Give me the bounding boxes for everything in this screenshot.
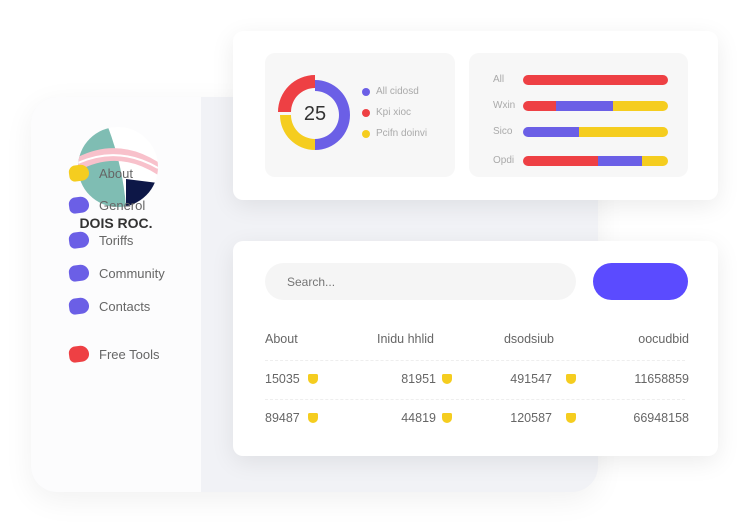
column-header[interactable]: About — [265, 332, 298, 346]
search-input[interactable] — [265, 263, 576, 300]
nav-blob-icon — [67, 263, 91, 283]
shield-icon — [566, 374, 576, 384]
brand-logo — [78, 127, 158, 207]
stacked-bar — [523, 75, 668, 85]
table-cell: 491547 — [510, 372, 552, 386]
table-cell: 15035 — [265, 372, 300, 386]
shield-icon — [442, 374, 452, 384]
table-cell: 81951 — [401, 372, 436, 386]
bar-segment — [523, 101, 557, 111]
donut-segment-red — [278, 75, 315, 112]
nav-blob-icon — [67, 344, 91, 364]
donut-segment-purple — [315, 80, 350, 150]
stacked-bar — [523, 127, 668, 137]
table-card: About Inidu hhlid dsodsiub oocudbid 15035 819… — [233, 241, 718, 456]
stats-card: 25 All cidosd Kpi xioc Pcifn doinvi All Wxi… — [233, 31, 718, 200]
sidebar-item-generol[interactable]: Generol — [67, 195, 146, 215]
sidebar-item-label: Toriffs — [99, 232, 134, 248]
shield-icon — [566, 413, 576, 423]
bar-segment — [612, 101, 668, 111]
sidebar-item-label: Free Tools — [99, 346, 160, 362]
sidebar-item-label: About — [99, 165, 133, 181]
sidebar-item-label: Contacts — [99, 298, 151, 314]
bar-segment — [598, 156, 642, 166]
donut-chart — [278, 75, 350, 150]
bar-label: Sico — [493, 126, 513, 137]
brand-name: DOIS ROC. — [79, 215, 153, 231]
donut-panel: 25 All cidosd Kpi xioc Pcifn doinvi — [265, 53, 455, 177]
nav-blob-icon — [67, 296, 91, 316]
table-cell: 44819 — [401, 411, 436, 425]
shield-icon — [308, 413, 318, 423]
table-cell: 120587 — [510, 411, 552, 425]
shield-icon — [308, 374, 318, 384]
legend-label: Kpi xioc — [376, 107, 412, 118]
bar-segment — [641, 156, 668, 166]
table-cell: 66948158 — [633, 411, 689, 425]
sidebar-item-label: Community — [99, 265, 165, 281]
column-header[interactable]: oocudbid — [638, 332, 689, 346]
legend-item: Pcifn doinvi — [362, 128, 427, 139]
bar-segment — [523, 127, 579, 137]
sidebar-item-free-tools[interactable]: Free Tools — [67, 344, 160, 364]
nav-blob-icon — [67, 163, 91, 183]
column-header[interactable]: dsodsiub — [503, 332, 554, 346]
bars-panel: All Wxin Sico Opdi — [469, 53, 688, 177]
sidebar-item-label: Generol — [99, 197, 146, 213]
divider — [265, 399, 685, 400]
shield-icon — [442, 413, 452, 423]
bar-segment — [523, 156, 599, 166]
column-header[interactable]: Inidu hhlid — [377, 332, 434, 346]
sidebar-item-toriffs[interactable]: Toriffs — [67, 230, 134, 250]
legend-dot-icon — [362, 108, 370, 117]
legend-item: Kpi xioc — [362, 107, 411, 118]
bar-segment — [523, 75, 668, 85]
legend-item: All cidosd — [362, 86, 419, 97]
table-cell: 11658859 — [634, 372, 689, 386]
sidebar-item-community[interactable]: Community — [67, 263, 165, 283]
bar-label: Wxin — [493, 100, 516, 111]
legend-label: Pcifn doinvi — [376, 128, 428, 139]
primary-button[interactable] — [593, 263, 688, 300]
legend-dot-icon — [362, 87, 370, 96]
bar-label: Opdi — [493, 155, 515, 166]
nav-blob-icon — [67, 195, 91, 215]
sidebar-item-about[interactable]: About — [67, 163, 133, 183]
bar-label: All — [493, 74, 505, 85]
donut-segment-yellow — [280, 115, 315, 150]
nav-blob-icon — [67, 230, 91, 250]
stacked-bar — [523, 156, 668, 166]
donut-value: 25 — [303, 103, 327, 125]
stacked-bar — [523, 101, 668, 111]
divider — [265, 360, 685, 361]
legend-dot-icon — [362, 129, 370, 138]
sidebar: DOIS ROC. About Generol Toriffs Community Co… — [31, 97, 201, 492]
bar-segment — [578, 127, 668, 137]
sidebar-item-contacts[interactable]: Contacts — [67, 296, 151, 316]
table-cell: 89487 — [265, 411, 300, 425]
bar-segment — [556, 101, 613, 111]
legend-label: All cidosd — [376, 86, 419, 97]
